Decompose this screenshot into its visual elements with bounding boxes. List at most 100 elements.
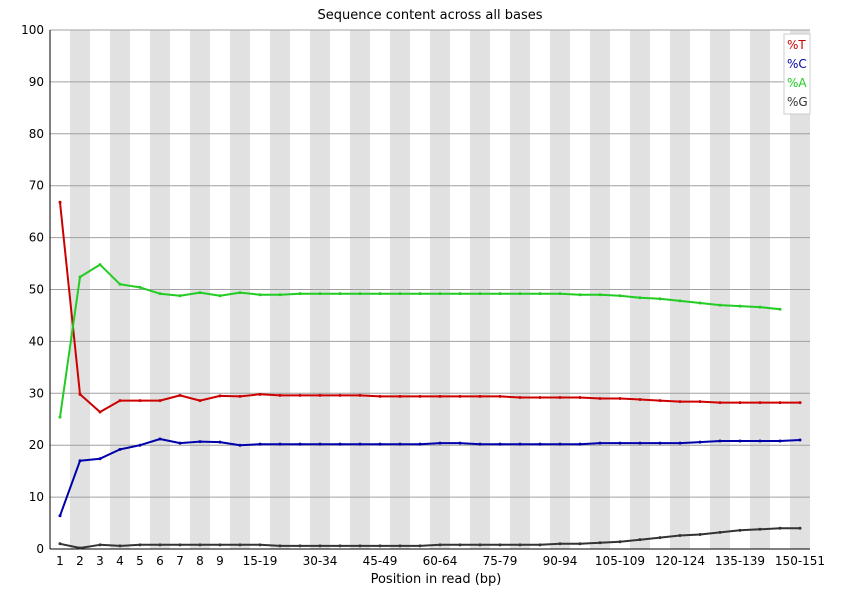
point-pct-t (698, 400, 702, 404)
point-pct-t (518, 395, 522, 399)
y-tick-label: 60 (29, 231, 44, 245)
point-pct-t (178, 393, 182, 397)
point-pct-g (418, 544, 422, 548)
point-pct-a (498, 292, 502, 296)
point-pct-t (98, 410, 102, 414)
y-tick-label: 20 (29, 438, 44, 452)
point-pct-t (558, 395, 562, 399)
point-pct-t (538, 395, 542, 399)
point-pct-a (78, 275, 82, 279)
point-pct-c (598, 441, 602, 445)
point-pct-c (178, 441, 182, 445)
point-pct-a (758, 305, 762, 309)
point-pct-c (478, 442, 482, 446)
point-pct-a (238, 291, 242, 295)
point-pct-g (118, 544, 122, 548)
x-tick-label: 2 (76, 554, 84, 568)
point-pct-c (658, 441, 662, 445)
y-tick-label: 100 (21, 23, 44, 37)
gridlines (50, 29, 810, 498)
x-tick-label: 120-124 (655, 554, 705, 568)
legend-entry: %C (787, 57, 807, 71)
y-tick-label: 0 (36, 542, 44, 556)
point-pct-t (458, 394, 462, 398)
x-tick-label: 105-109 (595, 554, 645, 568)
point-pct-c (538, 442, 542, 446)
point-pct-g (558, 542, 562, 546)
point-pct-a (618, 294, 622, 298)
point-pct-a (698, 301, 702, 305)
point-pct-a (378, 292, 382, 296)
x-tick-label: 30-34 (303, 554, 338, 568)
point-pct-g (698, 532, 702, 536)
x-tick-label: 5 (136, 554, 144, 568)
point-pct-c (318, 442, 322, 446)
point-pct-g (378, 544, 382, 548)
point-pct-a (518, 292, 522, 296)
x-tick-label: 75-79 (483, 554, 518, 568)
x-axis-title: Position in read (bp) (371, 572, 502, 587)
point-pct-a (118, 282, 122, 286)
point-pct-t (158, 399, 162, 403)
y-tick-label: 70 (29, 179, 44, 193)
point-pct-t (758, 401, 762, 405)
point-pct-g (218, 543, 222, 547)
point-pct-g (358, 544, 362, 548)
point-pct-g (718, 530, 722, 534)
point-pct-t (778, 401, 782, 405)
point-pct-g (758, 527, 762, 531)
point-pct-t (438, 394, 442, 398)
point-pct-g (618, 540, 622, 544)
point-pct-g (638, 538, 642, 542)
point-pct-c (798, 438, 802, 442)
y-tick-label: 30 (29, 386, 44, 400)
point-pct-c (738, 439, 742, 443)
point-pct-c (398, 442, 402, 446)
x-tick-label: 7 (176, 554, 184, 568)
point-pct-g (178, 543, 182, 547)
point-pct-g (798, 526, 802, 530)
point-pct-c (778, 439, 782, 443)
y-tick-label: 50 (29, 283, 44, 297)
point-pct-t (598, 396, 602, 400)
point-pct-t (478, 394, 482, 398)
point-pct-a (478, 292, 482, 296)
point-pct-g (238, 543, 242, 547)
point-pct-t (798, 401, 802, 405)
point-pct-c (218, 440, 222, 444)
point-pct-a (278, 293, 282, 297)
point-pct-t (638, 398, 642, 402)
legend-box (783, 33, 811, 115)
point-pct-a (338, 292, 342, 296)
point-pct-t (338, 393, 342, 397)
point-pct-c (578, 442, 582, 446)
point-pct-a (598, 293, 602, 297)
series-lines (58, 200, 802, 550)
point-pct-a (158, 292, 162, 296)
point-pct-t (498, 394, 502, 398)
point-pct-t (78, 392, 82, 396)
x-tick-label: 60-64 (423, 554, 458, 568)
point-pct-c (518, 442, 522, 446)
point-pct-c (78, 459, 82, 463)
point-pct-a (318, 292, 322, 296)
x-tick-label: 6 (156, 554, 164, 568)
y-tick-label: 80 (29, 127, 44, 141)
x-tick-label: 1 (56, 554, 64, 568)
point-pct-t (198, 399, 202, 403)
point-pct-a (438, 292, 442, 296)
point-pct-a (398, 292, 402, 296)
point-pct-c (438, 441, 442, 445)
point-pct-c (198, 440, 202, 444)
point-pct-c (58, 514, 62, 518)
point-pct-a (638, 296, 642, 300)
point-pct-g (438, 543, 442, 547)
point-pct-a (198, 291, 202, 295)
point-pct-a (578, 293, 582, 297)
point-pct-g (298, 544, 302, 548)
point-pct-t (278, 393, 282, 397)
point-pct-c (118, 447, 122, 451)
point-pct-c (618, 441, 622, 445)
point-pct-a (138, 285, 142, 289)
